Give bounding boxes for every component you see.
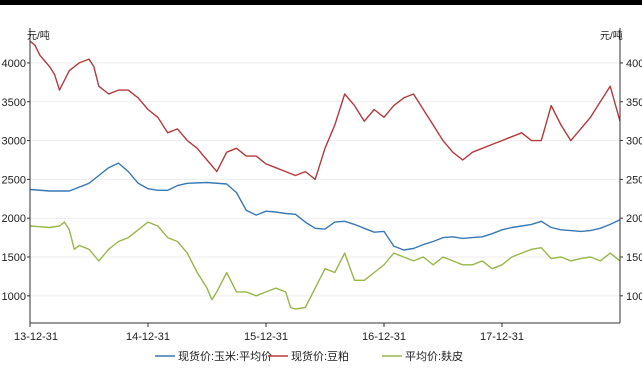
y-tick-label: 3000 xyxy=(2,136,26,148)
y-tick-label-right: 2500 xyxy=(626,174,642,186)
y-tick-label: 1000 xyxy=(2,291,26,303)
x-tick-labels: 13-12-31 14-12-31 15-12-31 16-12-31 17-12-31 xyxy=(14,331,524,343)
legend: 现货价:玉米:平均价 现货价:豆粕 平均价:麸皮 xyxy=(155,349,463,363)
y-tick-label: 2000 xyxy=(2,213,26,225)
x-tick-label: 15-12-31 xyxy=(244,331,288,343)
y-tick-label-right: 2000 xyxy=(626,213,642,225)
series-line xyxy=(29,40,621,181)
top-black-bar xyxy=(0,0,642,5)
y-tick-label-right: 3000 xyxy=(626,136,642,148)
legend-label: 现货价:豆粕 xyxy=(291,349,349,363)
series-line xyxy=(29,162,621,251)
x-tick-label: 17-12-31 xyxy=(480,331,524,343)
y-tick-label: 3500 xyxy=(2,97,26,109)
gridlines xyxy=(30,62,620,297)
axes xyxy=(27,28,623,327)
y-tick-label: 1500 xyxy=(2,252,26,264)
x-tick-label: 14-12-31 xyxy=(126,331,170,343)
y-tick-labels-right: 4000 3500 3000 2500 2000 1500 1000 xyxy=(626,58,642,303)
y-axis-unit-right: 元/吨 xyxy=(600,29,623,42)
y-axis-unit-left: 元/吨 xyxy=(27,29,50,42)
x-tick-label: 16-12-31 xyxy=(362,331,406,343)
y-tick-label-right: 3500 xyxy=(626,97,642,109)
series-lines xyxy=(29,40,621,310)
series-line xyxy=(29,221,621,310)
legend-label: 平均价:麸皮 xyxy=(405,350,463,363)
y-tick-label: 4000 xyxy=(2,58,26,70)
y-tick-label-right: 1000 xyxy=(626,291,642,303)
y-tick-labels-left: 4000 3500 3000 2500 2000 1500 1000 xyxy=(2,58,26,303)
y-tick-label-right: 1500 xyxy=(626,252,642,264)
legend-label: 现货价:玉米:平均价 xyxy=(178,349,272,363)
y-tick-label: 2500 xyxy=(2,174,26,186)
y-tick-label-right: 4000 xyxy=(626,58,642,70)
x-tick-label: 13-12-31 xyxy=(14,331,58,343)
